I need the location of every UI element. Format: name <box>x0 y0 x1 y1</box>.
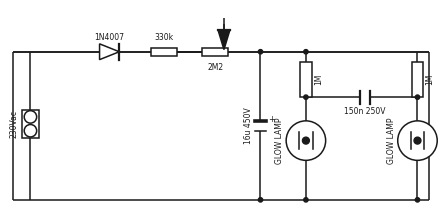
Circle shape <box>258 49 263 54</box>
Text: 1N4007: 1N4007 <box>95 33 125 42</box>
Circle shape <box>24 125 37 137</box>
Circle shape <box>304 198 308 202</box>
Circle shape <box>286 121 326 160</box>
Circle shape <box>304 95 308 99</box>
Circle shape <box>302 137 309 144</box>
Text: 230Vac: 230Vac <box>10 110 19 138</box>
Circle shape <box>304 49 308 54</box>
Circle shape <box>24 111 37 123</box>
Bar <box>300 62 312 97</box>
Polygon shape <box>99 44 119 60</box>
Circle shape <box>415 198 419 202</box>
Circle shape <box>398 121 437 160</box>
Text: 16u 450V: 16u 450V <box>244 107 252 144</box>
Circle shape <box>414 137 421 144</box>
Text: 2M2: 2M2 <box>207 63 223 72</box>
Bar <box>412 62 423 97</box>
Bar <box>151 48 176 56</box>
Text: 1M: 1M <box>425 74 434 85</box>
Polygon shape <box>218 30 230 49</box>
Text: GLOW LAMP: GLOW LAMP <box>275 117 284 164</box>
Bar <box>202 48 228 56</box>
Circle shape <box>258 198 263 202</box>
Text: +: + <box>268 115 275 124</box>
Text: GLOW LAMP: GLOW LAMP <box>387 117 396 164</box>
Bar <box>22 110 39 138</box>
Text: 1M: 1M <box>314 74 323 85</box>
Text: 330k: 330k <box>154 33 173 42</box>
Circle shape <box>415 95 419 99</box>
Text: 150n 250V: 150n 250V <box>344 106 386 116</box>
